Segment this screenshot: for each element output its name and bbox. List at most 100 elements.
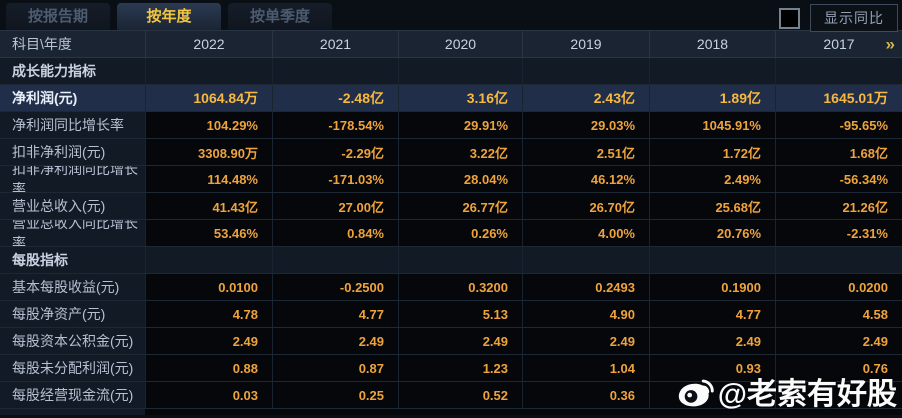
year-header-2022: 2022	[145, 31, 272, 57]
cell-value: 1645.01万	[775, 85, 902, 111]
cell-value: 1.04	[522, 355, 649, 381]
row-label: 每股资本公积金(元)	[0, 328, 145, 354]
table-row[interactable]: 净利润同比增长率 104.29% -178.54% 29.91% 29.03% 1045.…	[0, 112, 902, 139]
cell-value: 104.29%	[145, 112, 272, 138]
cell-value	[649, 247, 775, 273]
cell-value: 5.13	[398, 301, 522, 327]
row-label: 每股指标	[0, 247, 145, 273]
more-years-icon[interactable]: »	[885, 34, 895, 54]
cell-value: 0.36	[522, 382, 649, 408]
cell-value	[775, 382, 902, 408]
cell-value: 2.49	[522, 328, 649, 354]
row-label: 营业总收入同比增长率	[0, 220, 145, 246]
cell-value	[272, 247, 398, 273]
year-label: 2017	[823, 36, 855, 52]
row-label: 每股经营现金流(元)	[0, 382, 145, 408]
table-row[interactable]: 每股未分配利润(元) 0.88 0.87 1.23 1.04 0.93 0.76	[0, 355, 902, 382]
cell-value: -2.31%	[775, 220, 902, 246]
table-body: 成长能力指标 净利润(元) 1064.84万 -2.48亿 3.16亿 2.43亿 1.89…	[0, 58, 902, 409]
table-row[interactable]: 营业总收入(元) 41.43亿 27.00亿 26.77亿 26.70亿 25.68亿 21…	[0, 193, 902, 220]
cell-value: 0.87	[272, 355, 398, 381]
table-row[interactable]: 基本每股收益(元) 0.0100 -0.2500 0.3200 0.2493 0.1900…	[0, 274, 902, 301]
row-label: 每股净资产(元)	[0, 301, 145, 327]
cell-value: 4.00%	[522, 220, 649, 246]
cell-value: -171.03%	[272, 166, 398, 192]
cell-value: 1.68亿	[775, 139, 902, 165]
tab-by-quarter[interactable]: 按单季度	[228, 3, 332, 30]
table-row[interactable]: 扣非净利润同比增长率 114.48% -171.03% 28.04% 46.12% 2.4…	[0, 166, 902, 193]
cell-value	[398, 58, 522, 84]
cell-value: 26.70亿	[522, 193, 649, 219]
cell-value: 1045.91%	[649, 112, 775, 138]
cell-value: 3.22亿	[398, 139, 522, 165]
cell-value: 20.76%	[649, 220, 775, 246]
table-row[interactable]: 每股经营现金流(元) 0.03 0.25 0.52 0.36	[0, 382, 902, 409]
cell-value: -0.2500	[272, 274, 398, 300]
table-row[interactable]: 净利润(元) 1064.84万 -2.48亿 3.16亿 2.43亿 1.89亿 1645.…	[0, 85, 902, 112]
show-yoy-control: 显示同比	[779, 4, 898, 32]
cell-value	[522, 247, 649, 273]
cell-value: 0.76	[775, 355, 902, 381]
cell-value: -2.29亿	[272, 139, 398, 165]
cell-value: 4.78	[145, 301, 272, 327]
row-label: 每股未分配利润(元)	[0, 355, 145, 381]
table-row[interactable]: 营业总收入同比增长率 53.46% 0.84% 0.26% 4.00% 20.76% -2.…	[0, 220, 902, 247]
cell-value: 0.1900	[649, 274, 775, 300]
cell-value	[398, 247, 522, 273]
year-header-2018: 2018	[649, 31, 775, 57]
section-row: 成长能力指标	[0, 58, 902, 85]
year-header-2020: 2020	[398, 31, 522, 57]
cell-value	[522, 58, 649, 84]
cell-value: 0.88	[145, 355, 272, 381]
cell-value: 0.52	[398, 382, 522, 408]
cell-value: 53.46%	[145, 220, 272, 246]
year-header-2021: 2021	[272, 31, 398, 57]
table-row[interactable]: 每股净资产(元) 4.78 4.77 5.13 4.90 4.77 4.58	[0, 301, 902, 328]
row-label: 净利润同比增长率	[0, 112, 145, 138]
cell-value: 2.51亿	[522, 139, 649, 165]
cell-value: 0.0100	[145, 274, 272, 300]
cell-value	[145, 58, 272, 84]
cell-value: 1.89亿	[649, 85, 775, 111]
tab-by-report-period[interactable]: 按报告期	[6, 3, 110, 30]
cell-value: -56.34%	[775, 166, 902, 192]
clipped-row	[0, 409, 902, 415]
tab-bar: 按报告期 按年度 按单季度 显示同比	[0, 0, 902, 32]
cell-value: 0.93	[649, 355, 775, 381]
cell-value: 0.2493	[522, 274, 649, 300]
cell-value: 4.58	[775, 301, 902, 327]
table-row[interactable]: 扣非净利润(元) 3308.90万 -2.29亿 3.22亿 2.51亿 1.72亿 1.6…	[0, 139, 902, 166]
cell-value: 2.49	[775, 328, 902, 354]
cell-value: 46.12%	[522, 166, 649, 192]
cell-value: 0.03	[145, 382, 272, 408]
cell-value: 29.91%	[398, 112, 522, 138]
cell-value: 0.0200	[775, 274, 902, 300]
cell-value: 1.23	[398, 355, 522, 381]
cell-value: 0.25	[272, 382, 398, 408]
cell-value: 1064.84万	[145, 85, 272, 111]
cell-value: -95.65%	[775, 112, 902, 138]
cell-value: 21.26亿	[775, 193, 902, 219]
show-yoy-checkbox[interactable]	[779, 7, 800, 29]
row-label: 扣非净利润(元)	[0, 139, 145, 165]
row-label: 扣非净利润同比增长率	[0, 166, 145, 192]
cell-value: 3308.90万	[145, 139, 272, 165]
row-label: 成长能力指标	[0, 58, 145, 84]
tab-by-year[interactable]: 按年度	[117, 3, 221, 30]
cell-value: 28.04%	[398, 166, 522, 192]
cell-value: 2.43亿	[522, 85, 649, 111]
cell-value: 27.00亿	[272, 193, 398, 219]
cell-value: 0.26%	[398, 220, 522, 246]
table-row[interactable]: 每股资本公积金(元) 2.49 2.49 2.49 2.49 2.49 2.49	[0, 328, 902, 355]
table-header-row: 科目\年度 2022 2021 2020 2019 2018 2017 »	[0, 30, 902, 58]
cell-value: 26.77亿	[398, 193, 522, 219]
cell-value	[145, 247, 272, 273]
cell-value: 2.49	[272, 328, 398, 354]
cell-value: -2.48亿	[272, 85, 398, 111]
cell-value: 3.16亿	[398, 85, 522, 111]
show-yoy-label[interactable]: 显示同比	[810, 4, 898, 32]
row-label: 净利润(元)	[0, 85, 145, 111]
cell-value: 4.77	[649, 301, 775, 327]
row-label: 基本每股收益(元)	[0, 274, 145, 300]
cell-value: 29.03%	[522, 112, 649, 138]
